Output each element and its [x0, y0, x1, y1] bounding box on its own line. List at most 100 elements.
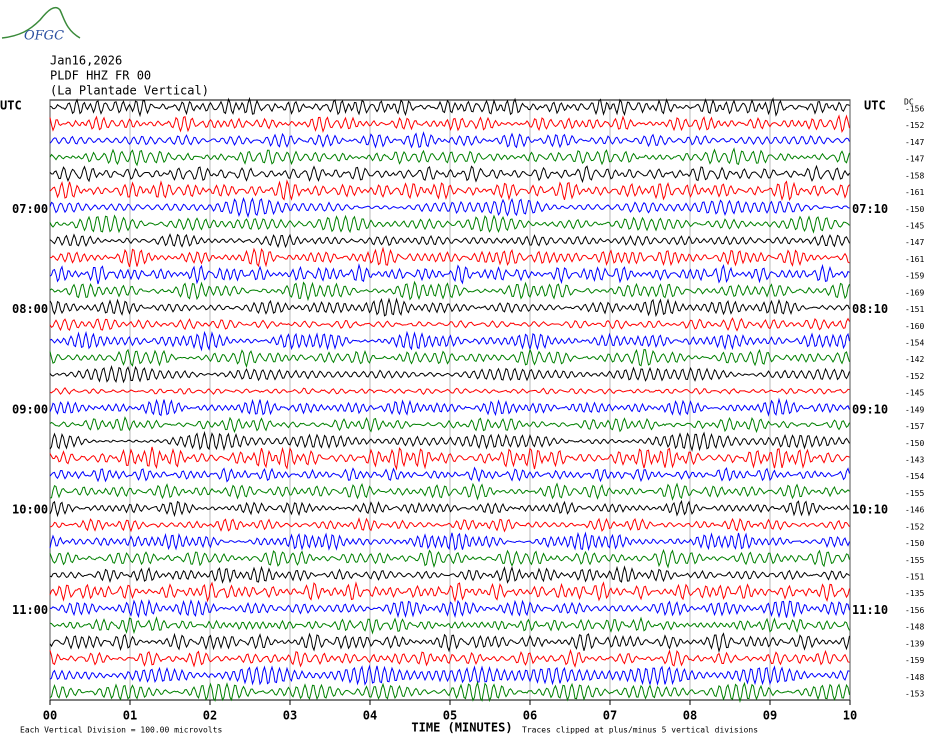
- trace: [49, 581, 850, 603]
- trace: [49, 499, 850, 518]
- dc-offset: -151: [905, 305, 924, 314]
- trace: [49, 397, 850, 417]
- dc-offset: -145: [905, 389, 924, 398]
- dc-offset: -156: [905, 606, 924, 615]
- trace: [49, 197, 850, 218]
- dc-offset: -135: [905, 589, 924, 598]
- trace: [49, 548, 850, 569]
- dc-offset: -150: [905, 205, 924, 214]
- trace: [49, 96, 850, 118]
- dc-offset: -169: [905, 288, 924, 297]
- trace: [49, 317, 850, 332]
- dc-offset: -150: [905, 539, 924, 548]
- trace: [49, 616, 850, 635]
- right-time-label: 08:10: [852, 302, 888, 316]
- x-tick-label: 03: [283, 709, 297, 723]
- right-time-label: 09:10: [852, 402, 888, 416]
- footer-left: Each Vertical Division = 100.00 microvol…: [20, 726, 222, 735]
- trace: [49, 648, 850, 668]
- dc-offset: -143: [905, 456, 924, 465]
- dc-offset: -157: [905, 422, 924, 431]
- trace: [49, 233, 850, 249]
- dc-offset: -149: [905, 405, 924, 414]
- dc-offset: -150: [905, 439, 924, 448]
- trace: [49, 632, 850, 654]
- dc-offset: -139: [905, 639, 924, 648]
- dc-offset: -161: [905, 188, 924, 197]
- left-axis-label: UTC: [0, 99, 22, 113]
- trace: [49, 517, 850, 533]
- x-tick-label: 10: [843, 709, 857, 723]
- dc-offset: -155: [905, 556, 924, 565]
- trace: [49, 147, 850, 167]
- dc-offset: -147: [905, 238, 924, 247]
- right-axis-label: UTC: [864, 99, 886, 113]
- x-tick-label: 02: [203, 709, 217, 723]
- x-tick-label: 01: [123, 709, 137, 723]
- dc-offset: -142: [905, 355, 924, 364]
- trace: [49, 430, 850, 452]
- trace: [49, 348, 850, 369]
- dc-offset: -160: [905, 322, 924, 331]
- right-time-label: 10:10: [852, 503, 888, 517]
- trace: [49, 680, 850, 703]
- location: (La Plantade Vertical): [50, 84, 209, 98]
- dc-offset: -147: [905, 138, 924, 147]
- dc-offset: -155: [905, 489, 924, 498]
- trace: [49, 280, 850, 302]
- dc-offset: -146: [905, 506, 924, 515]
- dc-offset: -151: [905, 573, 924, 582]
- dc-offset: -154: [905, 472, 924, 481]
- dc-offset: -152: [905, 372, 924, 381]
- dc-offset: -148: [905, 623, 924, 632]
- x-axis-label: TIME (MINUTES): [411, 721, 512, 735]
- right-time-label: 11:10: [852, 603, 888, 617]
- trace: [49, 531, 850, 552]
- x-tick-label: 08: [683, 709, 697, 723]
- trace: [49, 297, 850, 318]
- trace: [49, 664, 850, 686]
- left-time-label: 08:00: [12, 302, 48, 316]
- left-time-label: 07:00: [12, 202, 48, 216]
- x-tick-label: 07: [603, 709, 617, 723]
- dc-offset: -159: [905, 656, 924, 665]
- trace: [49, 482, 850, 501]
- dc-offset: -158: [905, 171, 924, 180]
- dc-offset: -161: [905, 255, 924, 264]
- trace: [49, 330, 850, 352]
- station: PLDF HHZ FR 00: [50, 69, 151, 83]
- dc-offset: -153: [905, 690, 924, 699]
- right-time-label: 07:10: [852, 202, 888, 216]
- dc-offset: -156: [905, 105, 924, 114]
- trace: [49, 599, 850, 619]
- trace: [49, 114, 850, 134]
- trace: [49, 164, 850, 184]
- x-tick-label: 06: [523, 709, 537, 723]
- left-time-label: 10:00: [12, 503, 48, 517]
- trace: [49, 446, 850, 471]
- trace: [49, 565, 850, 584]
- dc-offset: -152: [905, 522, 924, 531]
- left-time-label: 09:00: [12, 402, 48, 416]
- trace: [49, 246, 850, 268]
- dc-offset: -145: [905, 222, 924, 231]
- dc-offset: -147: [905, 155, 924, 164]
- footer-right: Traces clipped at plus/minus 5 vertical …: [522, 726, 758, 735]
- x-tick-label: 05: [443, 709, 457, 723]
- trace: [49, 179, 850, 202]
- x-tick-label: 09: [763, 709, 777, 723]
- trace: [49, 466, 850, 483]
- dc-label: DC: [904, 98, 914, 107]
- dc-offset: -154: [905, 339, 924, 348]
- x-tick-label: 00: [43, 709, 57, 723]
- dc-offset: -159: [905, 272, 924, 281]
- logo-text: OFGC: [24, 29, 64, 44]
- date: Jan16,2026: [50, 54, 122, 68]
- dc-offset: -148: [905, 673, 924, 682]
- logo-curve: [1, 6, 81, 39]
- trace: [49, 131, 850, 149]
- trace: [49, 214, 850, 234]
- trace: [49, 386, 850, 395]
- trace: [49, 263, 850, 285]
